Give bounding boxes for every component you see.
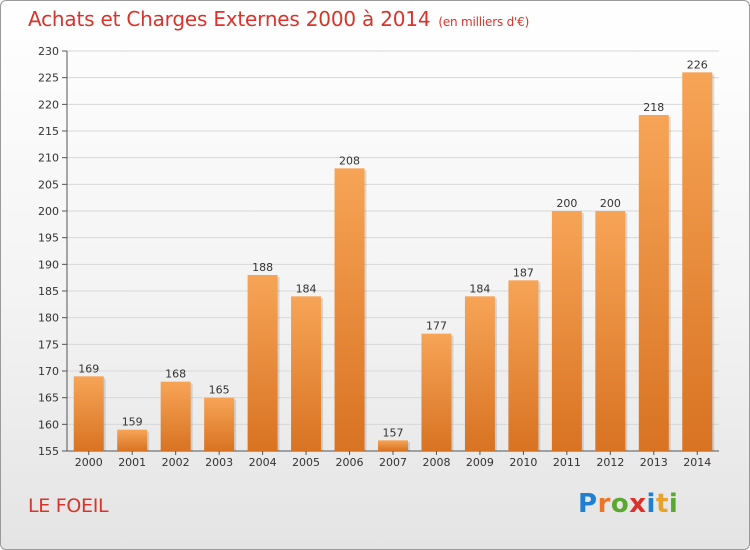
data-label: 177 [426, 320, 447, 333]
x-tick-label: 2014 [683, 456, 711, 469]
bars [73, 72, 715, 452]
bar [378, 440, 408, 451]
x-tick-label: 2009 [466, 456, 494, 469]
data-label: 165 [209, 384, 230, 397]
x-tick-label: 2000 [75, 456, 103, 469]
y-tick-label: 165 [38, 392, 59, 405]
x-tick-label: 2006 [336, 456, 364, 469]
bar [595, 211, 626, 451]
bar [73, 376, 104, 451]
logo-letter: o [610, 489, 630, 519]
y-tick-label: 195 [38, 232, 59, 245]
proxiti-logo: Proxiti [578, 489, 678, 519]
y-tick-label: 220 [38, 98, 59, 111]
bar [464, 296, 495, 451]
data-label: 169 [78, 362, 99, 375]
y-tick-label: 230 [38, 45, 59, 58]
y-tick-label: 200 [38, 205, 59, 218]
data-label: 188 [252, 261, 273, 274]
labels: 155 160 165 170 175 180 185 190 195 200 205 210 215 2… [38, 45, 711, 469]
data-label: 200 [600, 197, 621, 210]
bar [291, 296, 322, 451]
bar [204, 397, 235, 451]
place-name: LE FOEIL [28, 495, 109, 517]
y-tick-label: 180 [38, 312, 59, 325]
x-tick-label: 2010 [509, 456, 537, 469]
data-label: 218 [643, 101, 664, 114]
bar [247, 275, 278, 451]
logo-letter: t [655, 489, 669, 519]
x-tick-label: 2012 [596, 456, 624, 469]
x-tick-label: 2001 [118, 456, 146, 469]
x-tick-label: 2005 [292, 456, 320, 469]
data-label: 157 [383, 426, 404, 439]
bar [117, 429, 148, 451]
y-tick-label: 170 [38, 365, 59, 378]
x-tick-label: 2013 [640, 456, 668, 469]
y-tick-label: 155 [38, 445, 59, 458]
y-tick-label: 225 [38, 72, 59, 85]
y-tick-label: 210 [38, 152, 59, 165]
data-label: 226 [687, 58, 708, 71]
y-tick-label: 160 [38, 418, 59, 431]
data-label: 159 [122, 416, 143, 429]
x-tick-label: 2008 [422, 456, 450, 469]
x-tick-label: 2007 [379, 456, 407, 469]
y-tick-label: 175 [38, 338, 59, 351]
logo-letter: r [597, 489, 611, 519]
y-tick-label: 190 [38, 258, 59, 271]
bar [508, 280, 539, 451]
bar [682, 72, 713, 451]
x-tick-label: 2004 [249, 456, 277, 469]
y-tick-label: 205 [38, 178, 59, 191]
y-tick-label: 215 [38, 125, 59, 138]
logo-letter: i [646, 489, 656, 519]
data-label: 184 [469, 282, 490, 295]
data-label: 200 [556, 197, 577, 210]
logo-letter: i [668, 489, 679, 519]
x-tick-label: 2003 [205, 456, 233, 469]
bar [334, 168, 365, 452]
x-tick-label: 2011 [553, 456, 581, 469]
x-tick-label: 2002 [162, 456, 190, 469]
bar [160, 381, 191, 451]
bar [638, 115, 669, 451]
bar [421, 333, 452, 451]
data-label: 184 [296, 282, 317, 295]
bar [551, 211, 582, 451]
chart-unit: (en milliers d'€) [438, 15, 530, 29]
y-tick-label: 185 [38, 285, 59, 298]
logo-letter: P [578, 489, 598, 519]
chart-title-text: Achats et Charges Externes 2000 à 2014 [28, 7, 431, 31]
chart-title: Achats et Charges Externes 2000 à 2014 (e… [28, 7, 529, 31]
logo-letter: x [629, 489, 647, 519]
data-label: 187 [513, 266, 534, 279]
data-label: 168 [165, 368, 186, 381]
data-label: 208 [339, 154, 360, 167]
